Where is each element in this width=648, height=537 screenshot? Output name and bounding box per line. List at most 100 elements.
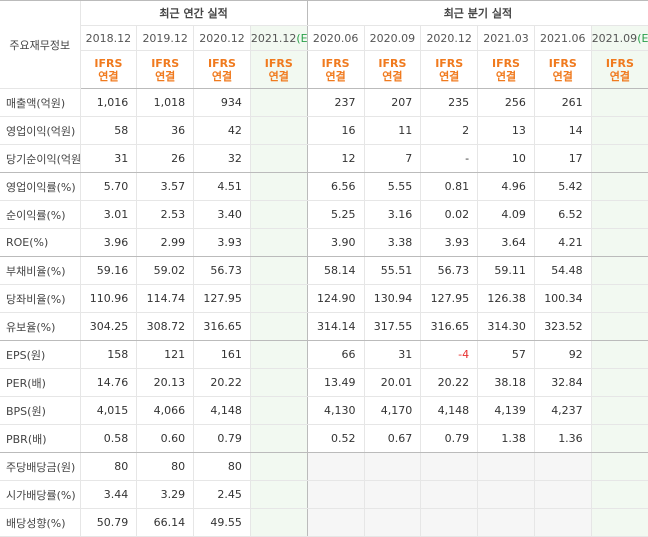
value-cell: 58 [79, 116, 137, 145]
value-cell: 13.49 [306, 368, 364, 397]
value-cell: 4.09 [477, 200, 535, 229]
empty-cell [590, 172, 648, 201]
value-cell: 261 [533, 88, 592, 117]
value-cell: 3.16 [363, 200, 421, 229]
data-row: EPS(원) 158 121 161 66 31 -4 57 92 [0, 340, 648, 369]
period-header: 2021.12(E) [249, 25, 308, 51]
row-label: 배당성향(%) [0, 508, 80, 537]
value-cell: 6.56 [306, 172, 364, 201]
value-cell: 56.73 [420, 256, 478, 285]
value-cell: 4.96 [477, 172, 535, 201]
value-cell: 66 [306, 340, 364, 369]
value-cell: 32 [193, 144, 251, 173]
empty-cell [590, 508, 648, 537]
empty-cell [249, 228, 308, 257]
row-label: PER(배) [0, 368, 80, 397]
value-cell: 323.52 [533, 312, 592, 341]
data-row: PER(배) 14.76 20.13 20.22 13.49 20.01 20.22 38.1… [0, 368, 648, 397]
data-row: 부채비율(%) 59.16 59.02 56.73 58.14 55.51 56.73 59.… [0, 256, 648, 285]
value-cell: 4,015 [79, 396, 137, 425]
value-cell: 4,148 [420, 396, 478, 425]
value-cell: 126.38 [477, 284, 535, 313]
empty-cell [590, 424, 648, 453]
value-cell: 5.55 [363, 172, 421, 201]
standard-header: IFRS 연결 [477, 50, 535, 89]
empty-cell [363, 452, 421, 481]
value-cell: 31 [79, 144, 137, 173]
value-cell: 235 [420, 88, 478, 117]
value-cell: 5.42 [533, 172, 592, 201]
standard: IFRS [207, 56, 236, 70]
value-cell: 0.79 [420, 424, 478, 453]
group-header-row: 주요재무정보 최근 연간 실적 최근 분기 실적 [0, 0, 648, 89]
value-cell: 80 [136, 452, 194, 481]
standard-header: IFRS 연결 [136, 50, 194, 89]
basis: 연결 [98, 69, 119, 83]
standard-header: IFRS 연결 [420, 50, 478, 89]
value-cell: 13 [477, 116, 535, 145]
standard-header: IFRS 연결 [79, 50, 137, 89]
value-cell: 2.99 [136, 228, 194, 257]
data-row: 유보율(%) 304.25 308.72 316.65 314.14 317.55 316.… [0, 312, 648, 341]
empty-cell [590, 116, 648, 145]
basis: 연결 [382, 69, 403, 83]
period-row: 2018.122019.122020.122021.12(E)2020.0620… [0, 25, 648, 51]
standard: IFRS [491, 56, 520, 70]
value-cell: 20.22 [420, 368, 478, 397]
value-cell: 316.65 [420, 312, 478, 341]
standard: IFRS [151, 56, 180, 70]
value-cell: 0.81 [420, 172, 478, 201]
empty-cell [590, 480, 648, 509]
period: 2021.03 [483, 31, 529, 45]
empty-cell [590, 88, 648, 117]
value-cell: 7 [363, 144, 421, 173]
period-header: 2021.09(E) [590, 25, 648, 51]
empty-cell [249, 312, 308, 341]
value-cell: -4 [420, 340, 478, 369]
period: 2020.12 [199, 31, 245, 45]
data-row: 시가배당률(%) 3.44 3.29 2.45 [0, 480, 648, 509]
basis: 연결 [325, 69, 346, 83]
period-header: 2020.09 [363, 25, 421, 51]
value-cell: 38.18 [477, 368, 535, 397]
data-row: ROE(%) 3.96 2.99 3.93 3.90 3.38 3.93 3.64 4.21 [0, 228, 648, 257]
value-cell: 124.90 [306, 284, 364, 313]
value-cell: 4,130 [306, 396, 364, 425]
row-label: 부채비율(%) [0, 256, 80, 285]
value-cell: 2.53 [136, 200, 194, 229]
value-cell: 56.73 [193, 256, 251, 285]
row-label: 매출액(억원) [0, 88, 80, 117]
standard-header: IFRS 연결 [363, 50, 421, 89]
value-cell: 3.44 [79, 480, 137, 509]
basis: 연결 [268, 69, 289, 83]
period: 2018.12 [85, 31, 132, 45]
period-header: 2018.12 [79, 25, 137, 51]
empty-cell [249, 172, 308, 201]
empty-cell [249, 116, 308, 145]
standard-header: IFRS 연결 [306, 50, 364, 89]
value-cell: 0.02 [420, 200, 478, 229]
empty-cell [249, 88, 308, 117]
value-cell: 0.52 [306, 424, 364, 453]
value-cell: 59.16 [79, 256, 137, 285]
empty-cell [590, 144, 648, 173]
standard-header: IFRS 연결 [533, 50, 592, 89]
empty-cell [477, 452, 535, 481]
period-header: 2020.12 [420, 25, 478, 51]
value-cell: 114.74 [136, 284, 194, 313]
data-row: BPS(원) 4,015 4,066 4,148 4,130 4,170 4,148 4,13… [0, 396, 648, 425]
value-cell: 4,170 [363, 396, 421, 425]
value-cell: 20.01 [363, 368, 421, 397]
value-cell: 1.36 [533, 424, 592, 453]
value-cell: 127.95 [420, 284, 478, 313]
value-cell: 4,237 [533, 396, 592, 425]
empty-cell [249, 284, 308, 313]
value-cell: 14.76 [79, 368, 137, 397]
empty-cell [477, 480, 535, 509]
value-cell: 54.48 [533, 256, 592, 285]
empty-cell [590, 256, 648, 285]
data-row: 당좌비율(%) 110.96 114.74 127.95 124.90 130.94 127… [0, 284, 648, 313]
value-cell: 4,148 [193, 396, 251, 425]
value-cell: 3.01 [79, 200, 137, 229]
value-cell: 17 [533, 144, 592, 173]
